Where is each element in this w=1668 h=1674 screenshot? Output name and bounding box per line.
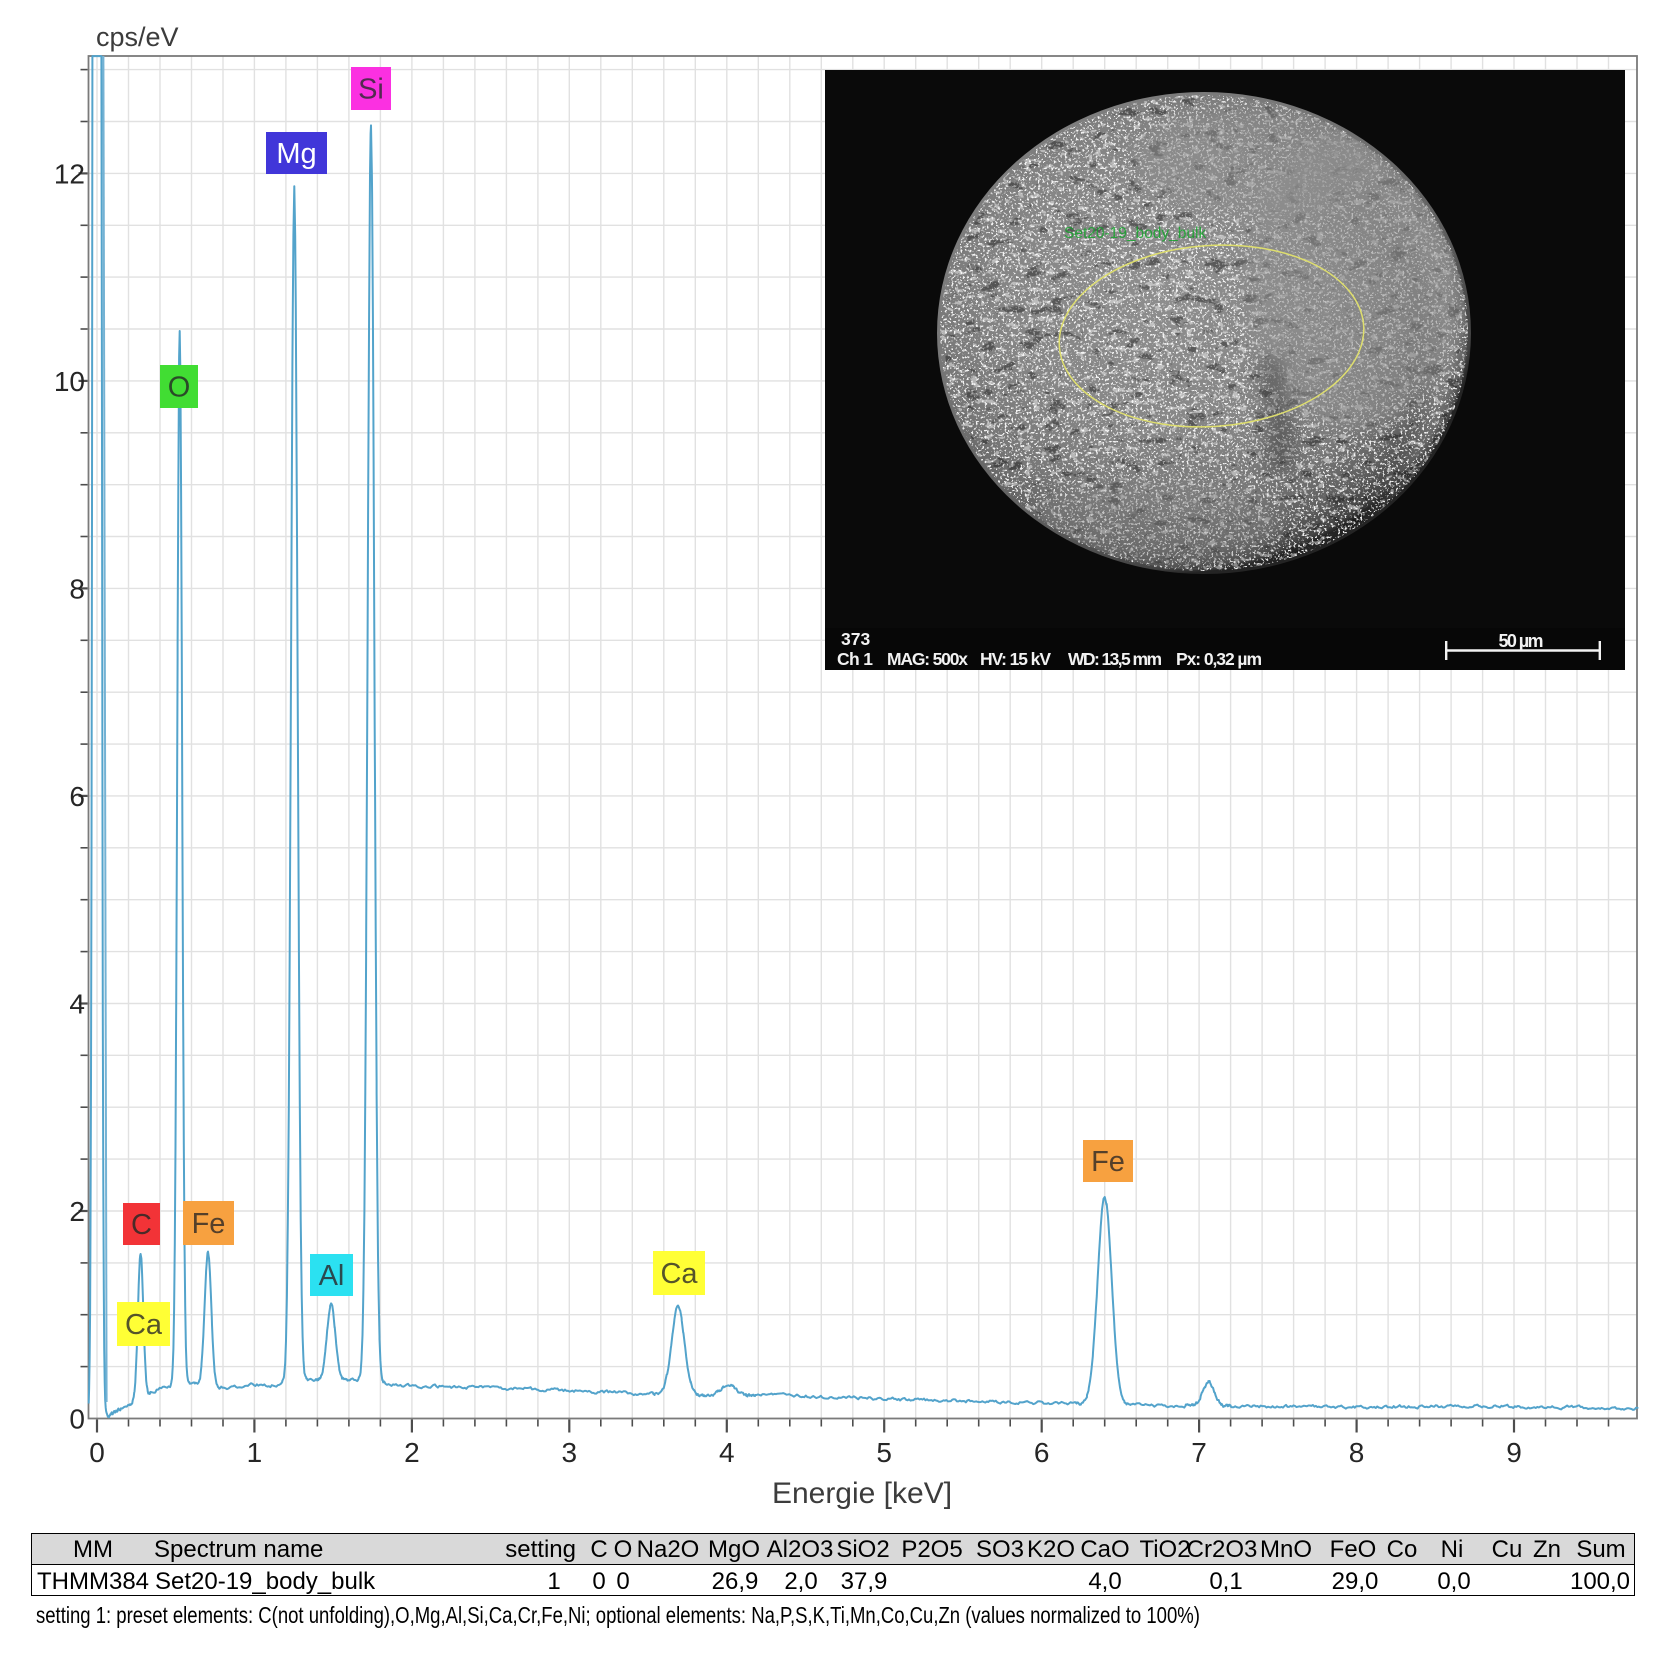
svg-text:1: 1 xyxy=(247,1437,263,1468)
svg-text:O: O xyxy=(168,372,191,404)
svg-text:Set20-19_body_bulk: Set20-19_body_bulk xyxy=(1064,225,1206,242)
svg-text:Px: 0,32 µm: Px: 0,32 µm xyxy=(1176,649,1262,669)
svg-text:4: 4 xyxy=(719,1437,735,1468)
svg-text:9: 9 xyxy=(1506,1437,1522,1468)
svg-text:C: C xyxy=(131,1209,152,1241)
svg-text:5: 5 xyxy=(876,1437,892,1468)
svg-text:3: 3 xyxy=(562,1437,578,1468)
svg-text:Si: Si xyxy=(358,74,384,106)
svg-text:MAG: 500x: MAG: 500x xyxy=(887,649,968,669)
svg-text:Fe: Fe xyxy=(1091,1146,1125,1178)
svg-text:0: 0 xyxy=(89,1437,105,1468)
svg-text:Ch 1: Ch 1 xyxy=(837,649,873,669)
svg-text:6: 6 xyxy=(1034,1437,1050,1468)
svg-text:Mg: Mg xyxy=(276,138,316,170)
svg-text:Ca: Ca xyxy=(125,1309,163,1341)
svg-text:WD: 13,5 mm: WD: 13,5 mm xyxy=(1068,649,1162,669)
svg-text:HV: 15 kV: HV: 15 kV xyxy=(980,649,1051,669)
svg-text:2: 2 xyxy=(404,1437,420,1468)
svg-text:Ca: Ca xyxy=(660,1258,698,1290)
svg-text:373: 373 xyxy=(841,629,870,649)
svg-text:8: 8 xyxy=(69,573,85,604)
svg-text:2: 2 xyxy=(69,1196,85,1227)
svg-text:50 µm: 50 µm xyxy=(1499,631,1544,651)
svg-text:12: 12 xyxy=(54,158,85,189)
svg-text:7: 7 xyxy=(1191,1437,1207,1468)
svg-text:8: 8 xyxy=(1349,1437,1365,1468)
svg-text:Energie [keV]: Energie [keV] xyxy=(772,1477,952,1510)
svg-text:Fe: Fe xyxy=(192,1208,226,1240)
svg-text:10: 10 xyxy=(54,366,85,397)
svg-text:0: 0 xyxy=(69,1404,85,1435)
svg-text:cps/eV: cps/eV xyxy=(96,22,179,52)
svg-text:Al: Al xyxy=(319,1260,345,1292)
svg-text:6: 6 xyxy=(69,781,85,812)
svg-text:4: 4 xyxy=(69,989,85,1020)
